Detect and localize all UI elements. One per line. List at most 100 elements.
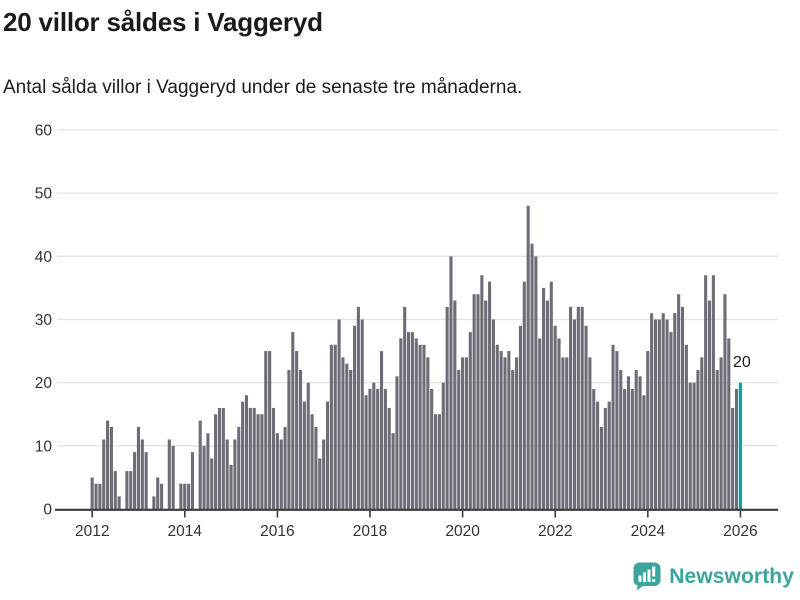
- bar: [260, 414, 264, 509]
- bar: [719, 357, 723, 509]
- svg-text:40: 40: [35, 249, 53, 266]
- bar: [468, 332, 472, 509]
- bar: [187, 483, 191, 509]
- bar: [387, 407, 391, 509]
- bar: [333, 344, 337, 509]
- bar: [515, 357, 519, 509]
- bar: [244, 395, 249, 509]
- bar: [542, 287, 546, 509]
- bar: [109, 426, 113, 509]
- bar: [677, 294, 681, 509]
- bar: [379, 351, 384, 509]
- bar: [480, 275, 484, 509]
- bar: [256, 414, 260, 509]
- bar: [734, 388, 739, 509]
- bar: [322, 439, 326, 509]
- bar: [325, 401, 330, 509]
- bar: [383, 388, 387, 509]
- bar: [538, 338, 542, 509]
- bar: [395, 376, 399, 509]
- x-axis: 2012 2014 2016 2018 2020 2022 2024 2026: [55, 508, 778, 540]
- bar: [603, 407, 607, 509]
- bar: [287, 370, 291, 509]
- bar: [491, 319, 495, 509]
- bar: [661, 313, 665, 509]
- last-value-annotation: 20: [733, 354, 751, 371]
- bar: [619, 370, 623, 509]
- bar: [727, 338, 731, 509]
- bar: [268, 351, 272, 509]
- bar: [518, 325, 522, 509]
- bar: [580, 306, 584, 509]
- newsworthy-brand-text: Newsworthy: [669, 564, 794, 588]
- bar: [653, 319, 658, 509]
- bar: [665, 319, 669, 509]
- newsworthy-logo-icon: [633, 562, 661, 591]
- bar: [183, 483, 187, 509]
- bar: [430, 388, 434, 509]
- bar: [453, 300, 457, 509]
- bar: [615, 351, 619, 509]
- bar: [441, 382, 445, 509]
- bar: [549, 281, 553, 509]
- bar: [410, 332, 414, 509]
- bar: [233, 439, 237, 509]
- bar: [368, 388, 372, 509]
- bar: [565, 357, 569, 509]
- bar: [349, 370, 353, 509]
- bar: [210, 458, 214, 509]
- bar: [607, 401, 611, 509]
- bar: [291, 332, 295, 509]
- bar: [642, 395, 646, 509]
- bar: [399, 338, 403, 509]
- bar: [252, 407, 256, 509]
- bar: [306, 382, 310, 509]
- bar: [657, 319, 661, 509]
- bar: [731, 407, 735, 509]
- bar: [545, 300, 549, 509]
- bar: [221, 407, 225, 509]
- bar: [391, 433, 395, 509]
- bar: [503, 357, 507, 509]
- bar: [217, 407, 222, 509]
- bar: [464, 357, 468, 509]
- bar: [225, 439, 229, 509]
- bar: [445, 306, 449, 509]
- bar: [476, 294, 480, 509]
- bar: [696, 370, 700, 509]
- bar: [630, 388, 634, 509]
- bar: [688, 382, 692, 509]
- bar: [144, 452, 148, 509]
- bar: [229, 464, 233, 509]
- bar: [526, 205, 530, 509]
- bar: [522, 281, 526, 509]
- bar: [553, 325, 557, 509]
- bar: [584, 325, 588, 509]
- bar: [596, 401, 600, 509]
- bar: [700, 357, 704, 509]
- bar-chart: 0 10 20 30 40 50 60 2012 2014 2016 2018 2020 2022 202…: [0, 115, 800, 560]
- bar: [623, 388, 627, 509]
- bar: [179, 483, 183, 509]
- bar: [136, 426, 140, 509]
- bar: [588, 357, 592, 509]
- bar: [167, 439, 171, 509]
- bar: [248, 407, 252, 509]
- bar: [403, 306, 407, 509]
- bar: [341, 357, 345, 509]
- bar: [171, 445, 175, 509]
- bar: [434, 414, 438, 509]
- svg-text:2014: 2014: [168, 523, 203, 540]
- bar: [472, 294, 476, 509]
- bar: [495, 344, 499, 509]
- bar: [264, 351, 268, 509]
- bar: [237, 426, 241, 509]
- svg-text:30: 30: [35, 312, 53, 329]
- bar: [314, 426, 318, 509]
- bar: [634, 370, 638, 509]
- bar: [626, 376, 631, 509]
- bar: [214, 414, 218, 509]
- bar: [511, 370, 515, 509]
- bar: [337, 319, 341, 509]
